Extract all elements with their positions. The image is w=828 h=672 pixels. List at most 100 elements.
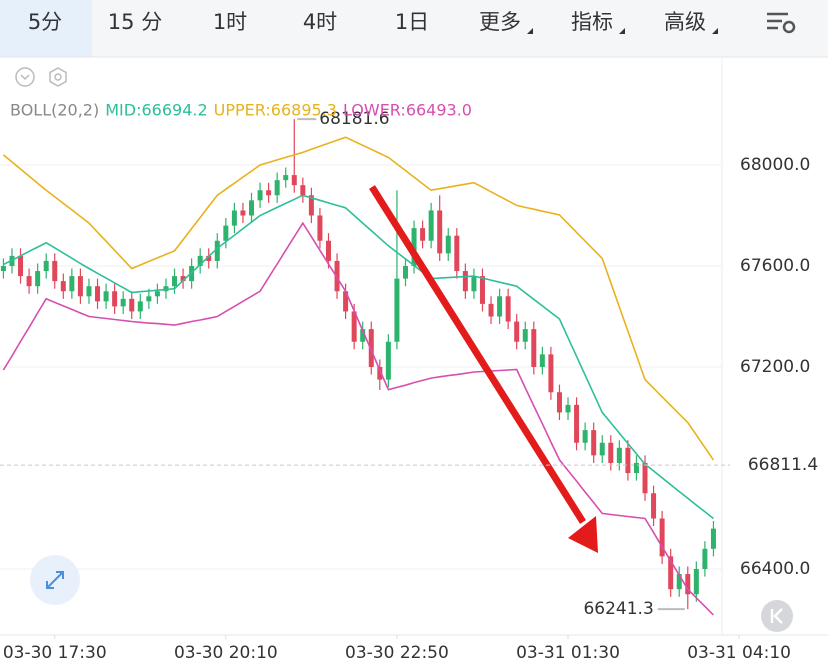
- candle-body: [454, 235, 460, 272]
- candle-body: [112, 291, 118, 307]
- candle-body: [428, 210, 434, 241]
- candle-body: [172, 276, 178, 287]
- current-price-label: 66811.4: [748, 455, 818, 475]
- settings-hex-icon[interactable]: [49, 67, 67, 87]
- candle-body: [206, 255, 212, 261]
- expand-icon: [46, 571, 64, 589]
- candle-body: [411, 228, 417, 266]
- candle-body: [437, 210, 443, 254]
- candle-body: [146, 296, 152, 302]
- candle-body: [531, 329, 537, 367]
- indicator-label: BOLL(20,2): [10, 101, 99, 120]
- candle-body: [360, 329, 366, 342]
- candle-body: [420, 228, 426, 241]
- dropdown-caret: [619, 28, 625, 34]
- icon-gear: [782, 20, 796, 34]
- tab[interactable]: 5分: [28, 10, 62, 34]
- legend-entry: UPPER:66895.3: [214, 101, 337, 120]
- candle-body: [659, 518, 665, 557]
- candle-body: [505, 296, 511, 322]
- tab-bar: [0, 0, 828, 57]
- y-tick-label: 66400.0: [740, 559, 810, 579]
- legend-entry: LOWER:66493.0: [343, 101, 472, 120]
- tab[interactable]: 更多: [479, 10, 521, 34]
- candle-body: [368, 329, 374, 367]
- x-tick-label: 03-30 17:30: [3, 643, 107, 663]
- candle-body: [18, 255, 24, 277]
- candle-body: [710, 528, 716, 549]
- candle-body: [591, 430, 597, 456]
- candle-body: [625, 447, 631, 474]
- x-tick-label: 03-30 22:50: [345, 643, 449, 663]
- candle-body: [402, 265, 408, 279]
- candle-body: [462, 271, 468, 292]
- candle-body: [471, 276, 477, 292]
- candle-body: [249, 200, 255, 216]
- tab[interactable]: 15 分: [108, 10, 162, 34]
- settings-hex-dot: [54, 73, 62, 81]
- tab[interactable]: 指标: [571, 10, 613, 34]
- band-line: [3, 194, 714, 520]
- candle-body: [385, 341, 391, 380]
- candle-body: [291, 175, 297, 186]
- candle-body: [651, 493, 657, 519]
- candle-body: [548, 354, 554, 393]
- candle-body: [240, 210, 246, 216]
- tab-selected-bg: [0, 0, 92, 57]
- candle-body: [86, 286, 92, 297]
- candle-body: [69, 276, 75, 292]
- candle-body: [565, 404, 571, 413]
- candle-body: [154, 291, 160, 297]
- x-tick-label: 03-30 20:10: [174, 643, 278, 663]
- tab[interactable]: 1时: [213, 10, 247, 34]
- tab[interactable]: 4时: [303, 10, 337, 34]
- candle-body: [616, 447, 622, 463]
- candle-body: [52, 260, 58, 282]
- candle-body: [702, 548, 708, 569]
- candle-body: [343, 291, 349, 312]
- candle-body: [514, 321, 520, 342]
- y-tick-label: 67200.0: [740, 357, 810, 377]
- back-icon: [770, 608, 783, 624]
- settings-icon[interactable]: [767, 12, 796, 34]
- candle-body: [633, 462, 639, 474]
- candle-body: [556, 392, 562, 413]
- collapse-icon[interactable]: [15, 67, 35, 87]
- candle-body: [676, 574, 682, 590]
- candle-body: [693, 568, 699, 595]
- trend-arrow: [369, 185, 586, 524]
- dropdown-caret: [527, 28, 533, 34]
- candle-body: [668, 556, 674, 590]
- candle-body: [283, 175, 289, 181]
- trend-arrowhead: [568, 516, 598, 553]
- high-marker-label: 68181.6: [319, 109, 389, 129]
- candle-body: [300, 185, 306, 196]
- current-price-bg: [730, 451, 828, 480]
- x-tick-label: 03-31 04:10: [687, 643, 791, 663]
- candle-body: [497, 296, 503, 317]
- candle-body: [197, 255, 203, 266]
- candle-body: [95, 286, 101, 302]
- candle-body: [325, 240, 331, 261]
- tab[interactable]: 1日: [395, 10, 429, 34]
- candle-body: [539, 354, 545, 367]
- candle-body: [43, 260, 49, 272]
- candle-body: [599, 442, 605, 456]
- candle-body: [317, 215, 323, 241]
- candle-body: [60, 281, 66, 292]
- candle-body: [394, 278, 400, 342]
- candle-body: [351, 311, 357, 342]
- candle-body: [522, 329, 528, 342]
- low-marker-label: 66241.3: [583, 599, 653, 619]
- tab[interactable]: 高级: [664, 10, 706, 34]
- candle-body: [137, 301, 143, 312]
- candle-body: [180, 276, 186, 282]
- candle-body: [26, 276, 32, 287]
- candle-body: [231, 210, 237, 226]
- back-to-latest[interactable]: [761, 600, 793, 632]
- candle-body: [334, 260, 340, 292]
- candle-body: [574, 404, 580, 443]
- candle-body: [120, 298, 126, 307]
- candle-body: [608, 442, 614, 463]
- candle-body: [479, 276, 485, 304]
